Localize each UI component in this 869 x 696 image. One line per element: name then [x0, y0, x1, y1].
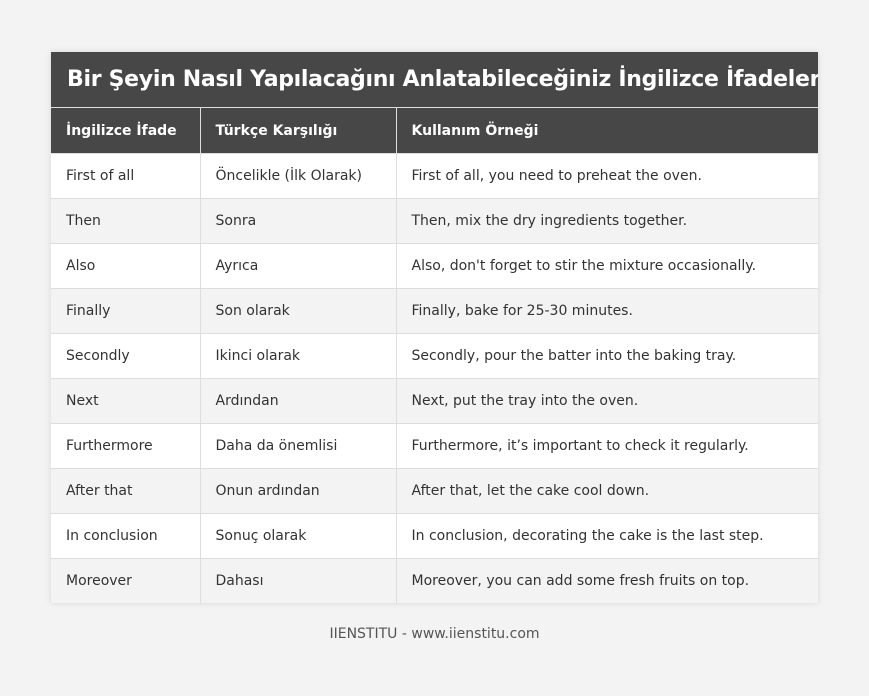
table-row: Next Ardından Next, put the tray into the …: [51, 378, 818, 424]
table-row: After that Onun ardından After that, let t…: [51, 468, 818, 514]
table-cell: Son olarak: [199, 288, 396, 334]
table-row: First of all Öncelikle (İlk Olarak) First …: [51, 153, 818, 199]
table-cell: Secondly, pour the batter into the bakin…: [395, 333, 818, 379]
table-cell: First of all, you need to preheat the ov…: [395, 153, 818, 199]
table-cell: Daha da önemlisi: [199, 423, 396, 469]
table-title: Bir Şeyin Nasıl Yapılacağını Anlatabilec…: [51, 52, 818, 107]
table-cell: Ikinci olarak: [199, 333, 396, 379]
table-cell: Furthermore, it’s important to check it …: [395, 423, 818, 469]
table-cell: Next, put the tray into the oven.: [395, 378, 818, 424]
phrases-table-container: Bir Şeyin Nasıl Yapılacağını Anlatabilec…: [51, 52, 818, 603]
table-row: Moreover Dahası Moreover, you can add some…: [51, 558, 818, 603]
column-header: İngilizce İfade: [51, 107, 200, 154]
footer-credit: IIENSTITU - www.iienstitu.com: [329, 626, 540, 642]
table-cell: Furthermore: [51, 423, 200, 469]
table-row: Furthermore Daha da önemlisi Furthermore, …: [51, 423, 818, 469]
table-cell: In conclusion: [51, 513, 200, 559]
table-row: Then Sonra Then, mix the dry ingredients t…: [51, 198, 818, 244]
table-cell: First of all: [51, 153, 200, 199]
phrases-table: İngilizce İfade Türkçe Karşılığı Kullanı…: [51, 107, 818, 603]
column-header: Kullanım Örneği: [395, 107, 818, 154]
table-row: Secondly Ikinci olarak Secondly, pour the …: [51, 333, 818, 379]
table-cell: After that, let the cake cool down.: [395, 468, 818, 514]
table-cell: Dahası: [199, 558, 396, 603]
table-cell: Sonra: [199, 198, 396, 244]
table-row: In conclusion Sonuç olarak In conclusion, …: [51, 513, 818, 559]
table-cell: Ayrıca: [199, 243, 396, 289]
table-cell: Finally, bake for 25-30 minutes.: [395, 288, 818, 334]
table-cell: Moreover: [51, 558, 200, 603]
table-cell: Finally: [51, 288, 200, 334]
table-cell: In conclusion, decorating the cake is th…: [395, 513, 818, 559]
table-cell: Onun ardından: [199, 468, 396, 514]
table-cell: Ardından: [199, 378, 396, 424]
table-row: Also Ayrıca Also, don't forget to stir the…: [51, 243, 818, 289]
table-cell: Secondly: [51, 333, 200, 379]
column-header: Türkçe Karşılığı: [199, 107, 396, 154]
table-cell: After that: [51, 468, 200, 514]
table-cell: Next: [51, 378, 200, 424]
header-row: İngilizce İfade Türkçe Karşılığı Kullanı…: [51, 107, 818, 154]
table-cell: Öncelikle (İlk Olarak): [199, 153, 396, 199]
table-cell: Moreover, you can add some fresh fruits …: [395, 558, 818, 603]
table-cell: Then: [51, 198, 200, 244]
table-cell: Also, don't forget to stir the mixture o…: [395, 243, 818, 289]
table-cell: Then, mix the dry ingredients together.: [395, 198, 818, 244]
table-row: Finally Son olarak Finally, bake for 25-30…: [51, 288, 818, 334]
table-cell: Sonuç olarak: [199, 513, 396, 559]
table-cell: Also: [51, 243, 200, 289]
